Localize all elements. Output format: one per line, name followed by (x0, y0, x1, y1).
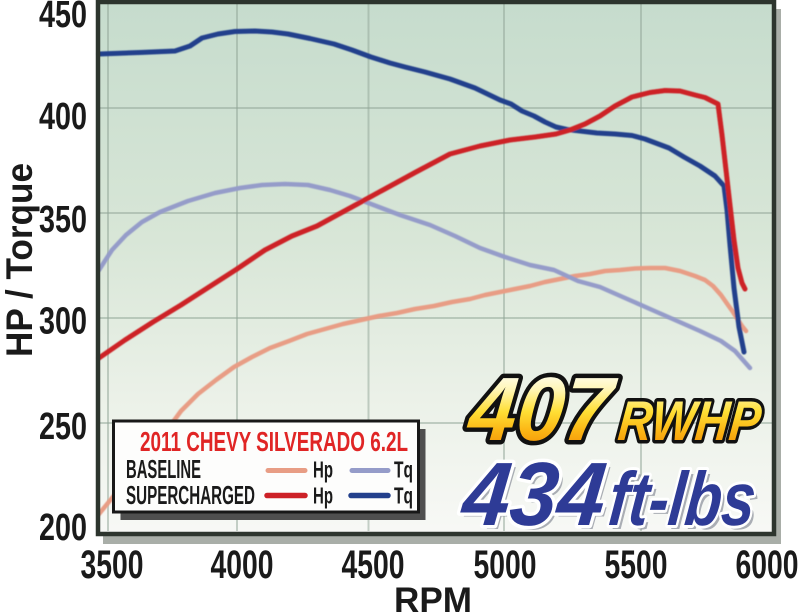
svg-text:Hp: Hp (313, 457, 333, 483)
svg-text:350: 350 (39, 199, 87, 241)
svg-text:434: 434 (460, 448, 614, 549)
svg-text:250: 250 (39, 406, 87, 448)
svg-text:RWHP: RWHP (615, 389, 764, 452)
svg-text:4500: 4500 (342, 543, 405, 587)
svg-text:HP / Torque: HP / Torque (0, 163, 40, 357)
svg-text:Tq: Tq (394, 483, 413, 509)
svg-text:RPM: RPM (394, 581, 472, 614)
svg-text:BASELINE: BASELINE (126, 454, 201, 484)
svg-text:Tq: Tq (394, 457, 413, 483)
svg-text:407: 407 (465, 362, 623, 463)
svg-text:407: 407 (463, 359, 621, 460)
svg-text:Hp: Hp (313, 483, 333, 509)
svg-text:ft-lbs: ft-lbs (605, 457, 760, 542)
svg-text:6000: 6000 (736, 543, 799, 587)
svg-text:434: 434 (456, 444, 610, 545)
svg-text:SUPERCHARGED: SUPERCHARGED (126, 480, 255, 510)
svg-text:300: 300 (39, 301, 87, 343)
svg-text:5500: 5500 (605, 543, 668, 587)
svg-text:3500: 3500 (81, 543, 144, 587)
svg-text:5000: 5000 (474, 543, 537, 587)
svg-text:400: 400 (39, 96, 87, 138)
svg-text:2011 CHEVY SILVERADO 6.2L: 2011 CHEVY SILVERADO 6.2L (140, 426, 408, 457)
svg-text:200: 200 (39, 507, 87, 549)
svg-text:4000: 4000 (211, 543, 274, 587)
svg-text:ft-lbs: ft-lbs (609, 461, 764, 546)
svg-text:450: 450 (39, 0, 87, 36)
